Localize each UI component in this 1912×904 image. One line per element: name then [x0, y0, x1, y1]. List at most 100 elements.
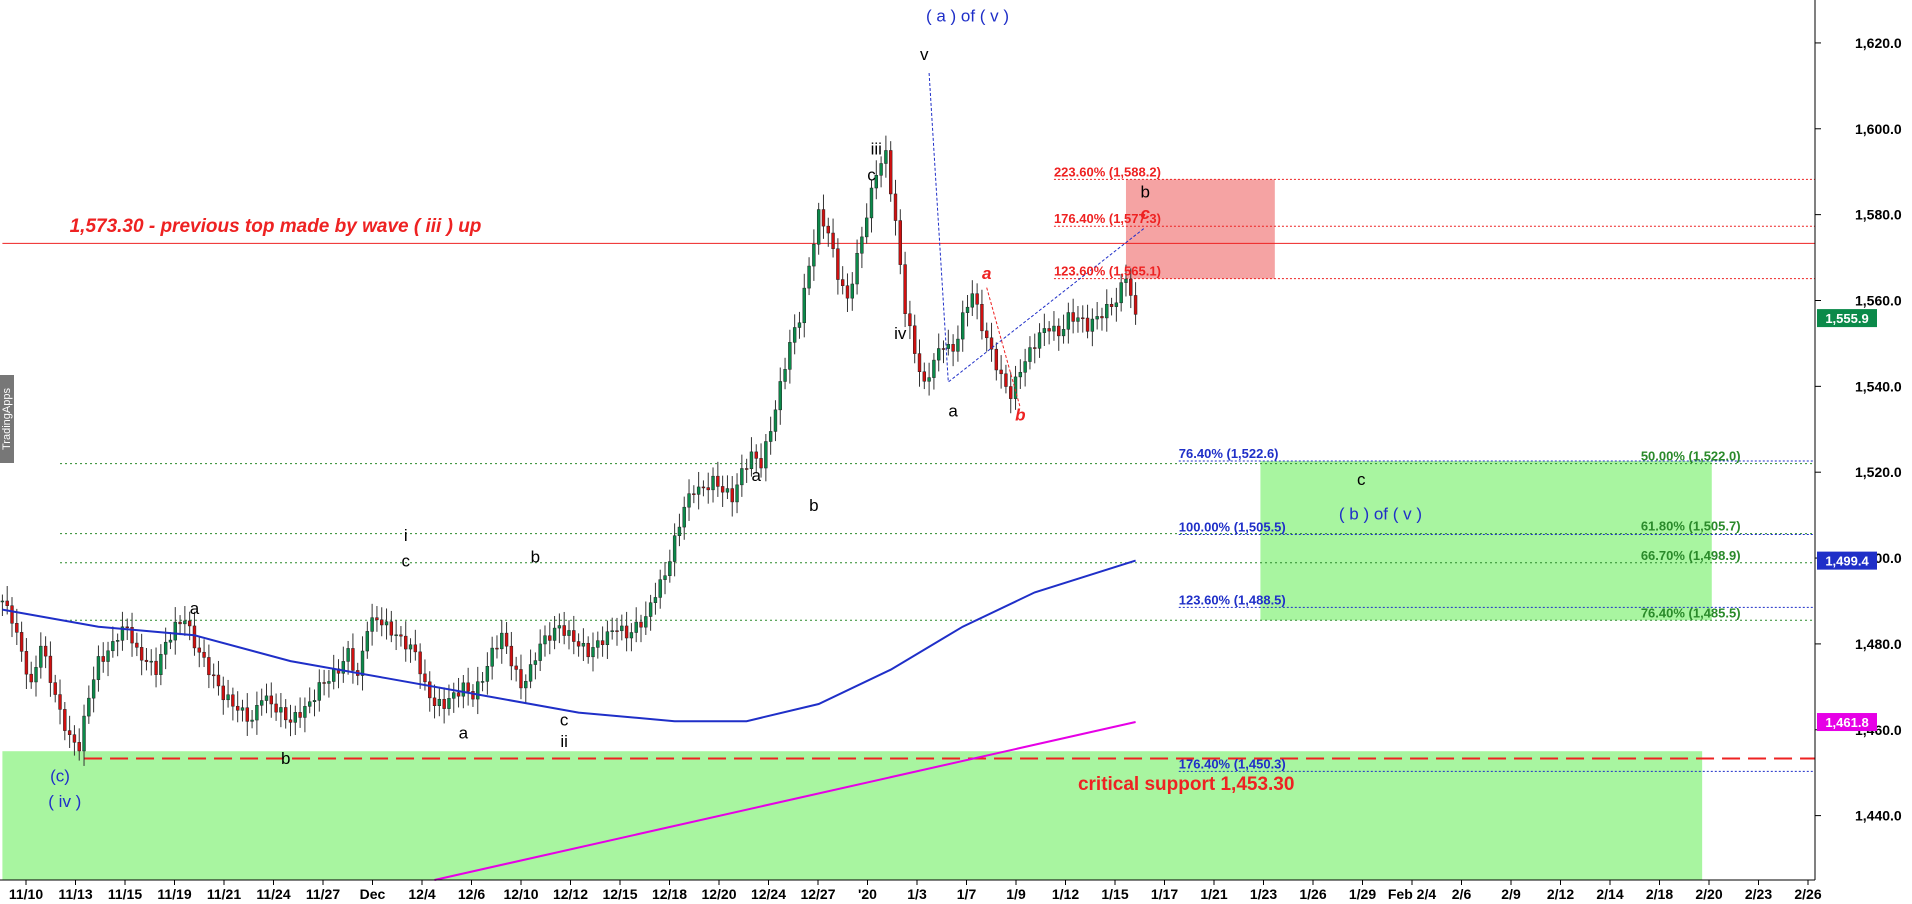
candle-body [600, 640, 605, 646]
x-tick-label: 12/6 [458, 886, 485, 902]
candle-body [735, 484, 739, 503]
wave-label: v [920, 45, 929, 64]
y-axis[interactable]: 1,620.0 1,600.0 1,580.0 1,560.0 1,540.0 1,520… [1815, 35, 1902, 824]
candle-body [456, 692, 461, 697]
candle-body [620, 625, 624, 632]
candle-body [432, 697, 437, 706]
trend-lines-layer [928, 72, 1146, 408]
candle-body [768, 431, 773, 442]
candle-body [226, 694, 230, 701]
y-tick-label: 1,560.0 [1855, 292, 1902, 308]
candle-body [509, 645, 514, 667]
candle-body [183, 620, 187, 625]
y-tick-label: 1,480.0 [1855, 636, 1902, 652]
candle-body [211, 674, 216, 677]
candle-body [754, 451, 758, 459]
candle-body [653, 597, 658, 603]
candle-body [884, 150, 888, 164]
candle-body [216, 674, 221, 687]
candle-body [994, 348, 999, 371]
candle-body [120, 626, 125, 641]
candle-body [898, 220, 902, 265]
candle-body [788, 342, 792, 370]
candle-body [730, 488, 734, 503]
candle-body [759, 458, 763, 469]
candle-body [308, 701, 312, 707]
x-tick-label: 11/15 [108, 886, 142, 902]
x-tick-label: 1/12 [1052, 886, 1079, 902]
wave-label: b [281, 749, 290, 768]
wave-label: b [531, 547, 540, 566]
x-tick-label: 11/19 [157, 886, 191, 902]
candle-body [889, 150, 893, 195]
candle-body [1004, 373, 1008, 387]
candle-body [740, 468, 744, 486]
candle-body [567, 630, 571, 636]
candle-body [528, 664, 533, 682]
x-axis[interactable]: 11/10 11/13 11/15 11/19 11/21 11/24 11/27 Dec 12… [9, 880, 1822, 902]
x-tick-label: 1/9 [1006, 886, 1026, 902]
candle-body [725, 488, 730, 493]
series-line-0 [2, 559, 1136, 723]
candle-body [802, 287, 806, 324]
candle-body [937, 348, 941, 361]
candle-body [879, 163, 883, 176]
candle-body [370, 617, 374, 632]
candle-body [836, 248, 840, 280]
candle-body [442, 698, 446, 709]
candle-body [452, 692, 456, 699]
candle-body [783, 369, 787, 382]
candle-body [1090, 318, 1095, 332]
price-tag [1817, 309, 1877, 328]
candle-body [34, 667, 38, 683]
candle-body [840, 279, 845, 286]
candle-body [197, 647, 201, 653]
candle-body [413, 644, 418, 653]
x-tick-label: 1/21 [1200, 886, 1227, 902]
candle-body [951, 344, 955, 352]
wave-label: a [948, 401, 958, 420]
candle-body [999, 369, 1003, 375]
candle-body [797, 322, 802, 328]
candle-body [111, 641, 115, 652]
x-tick-label: 2/26 [1794, 886, 1821, 902]
wave-label: iv [894, 324, 907, 343]
candle-body [658, 579, 662, 598]
candle-body [596, 640, 600, 648]
candle-body [677, 526, 682, 536]
candle-body [173, 621, 177, 641]
candle-body [288, 719, 293, 723]
candle-body [572, 630, 576, 642]
candle-body [250, 719, 254, 722]
wave-label: b [1015, 406, 1025, 425]
candle-body [1095, 316, 1099, 320]
candle-body [663, 575, 667, 580]
candle-body [893, 193, 898, 221]
wave-label: ( b ) of ( v ) [1339, 504, 1422, 523]
y-tick-label: 1,620.0 [1855, 35, 1902, 51]
x-tick-label: 12/4 [408, 886, 435, 902]
candle-body [749, 451, 754, 469]
candle-body [207, 657, 211, 676]
fib-label: 176.40% (1,577.3) [1054, 211, 1161, 226]
y-tick-label: 1,440.0 [1855, 808, 1902, 824]
candle-body [91, 679, 96, 699]
candle-body [927, 377, 931, 382]
price-tag [1817, 713, 1877, 732]
candle-body [399, 634, 403, 637]
price-tag [1817, 551, 1877, 570]
horizontal-lines-layer [2, 178, 1815, 772]
candle-body [1109, 303, 1114, 307]
candle-body [10, 605, 14, 624]
candle-body [989, 337, 994, 350]
y-tick-label: 1,580.0 [1855, 207, 1902, 223]
candle-body [1061, 329, 1066, 337]
candle-body [668, 561, 672, 576]
candle-body [106, 650, 110, 662]
x-tick-label: 12/18 [652, 886, 687, 902]
candle-body [341, 661, 346, 674]
candle-body [466, 682, 470, 692]
wave-c-target-zone [1125, 179, 1275, 279]
x-tick-label: 1/3 [907, 886, 927, 902]
